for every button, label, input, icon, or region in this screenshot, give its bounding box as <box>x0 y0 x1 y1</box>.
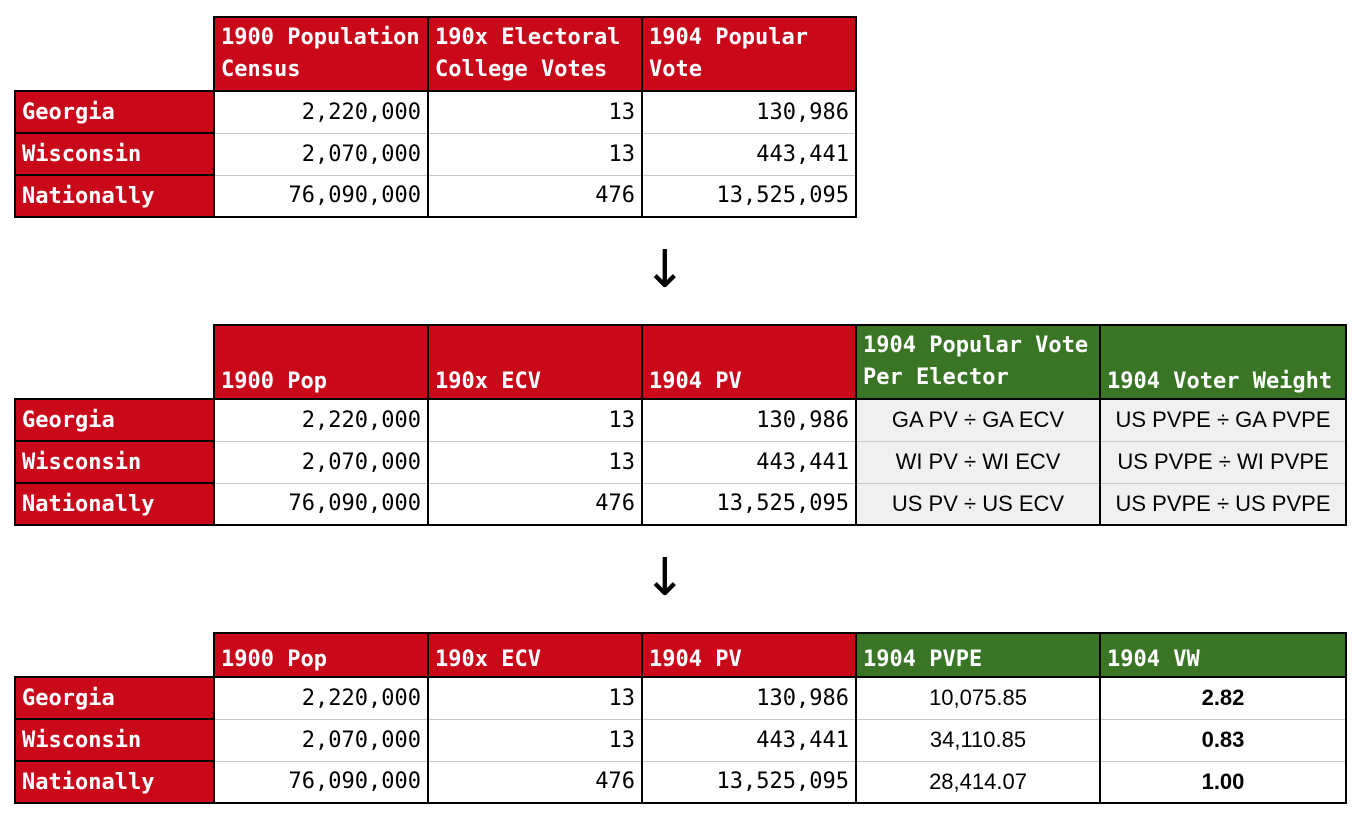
table-row: Nationally 76,090,000 476 13,525,095 28,… <box>14 760 1347 804</box>
header-line: College Votes <box>435 57 608 82</box>
cell-ecv: 476 <box>427 482 643 526</box>
corner-cell <box>15 325 214 399</box>
cell-ecv: 13 <box>427 676 643 720</box>
cell-vw-formula: US PVPE ÷ WI PVPE <box>1099 440 1347 484</box>
header-1900-population-census: 1900 Population Census <box>213 16 429 92</box>
corner-cell <box>15 17 214 91</box>
header-1904-popular-vote: 1904 Popular Vote <box>641 16 857 92</box>
corner-cell <box>15 633 214 677</box>
header-line: Vote <box>649 57 702 82</box>
header-190x-electoral-college-votes: 190x Electoral College Votes <box>427 16 643 92</box>
cell-vw: 1.00 <box>1099 760 1347 804</box>
header-1904-pv: 1904 PV <box>641 324 857 400</box>
cell-pvpe-formula: US PV ÷ US ECV <box>855 482 1101 526</box>
cell-vw-formula: US PVPE ÷ US PVPE <box>1099 482 1347 526</box>
cell-pop: 76,090,000 <box>213 760 429 804</box>
cell-ecv: 13 <box>427 398 643 442</box>
cell-pop: 2,070,000 <box>213 718 429 762</box>
cell-pop: 2,070,000 <box>213 440 429 484</box>
header-line: 1904 Popular Vote <box>863 333 1089 358</box>
table-row: Wisconsin 2,070,000 13 443,441 <box>14 132 857 176</box>
cell-vw: 2.82 <box>1099 676 1347 720</box>
row-label-wisconsin: Wisconsin <box>14 440 215 484</box>
results-table: 1900 Pop 190x ECV 1904 PV 1904 PVPE 1904… <box>14 632 1347 804</box>
cell-ecv: 13 <box>427 718 643 762</box>
table-row: Georgia 2,220,000 13 130,986 <box>14 90 857 134</box>
row-label-georgia: Georgia <box>14 398 215 442</box>
cell-pv: 130,986 <box>641 90 857 134</box>
table-row: Georgia 2,220,000 13 130,986 10,075.85 2… <box>14 676 1347 720</box>
cell-pv: 443,441 <box>641 132 857 176</box>
cell-pv: 13,525,095 <box>641 760 857 804</box>
cell-ecv: 13 <box>427 440 643 484</box>
cell-ecv: 476 <box>427 760 643 804</box>
header-1900-pop: 1900 Pop <box>213 632 429 678</box>
cell-pvpe: 10,075.85 <box>855 676 1101 720</box>
header-1900-pop: 1900 Pop <box>213 324 429 400</box>
header-1904-pv: 1904 PV <box>641 632 857 678</box>
cell-pop: 2,220,000 <box>213 90 429 134</box>
row-label-nationally: Nationally <box>14 174 215 218</box>
table-row: Georgia 2,220,000 13 130,986 GA PV ÷ GA … <box>14 398 1347 442</box>
cell-vw: 0.83 <box>1099 718 1347 762</box>
table-row: Nationally 76,090,000 476 13,525,095 US … <box>14 482 1347 526</box>
cell-pv: 443,441 <box>641 440 857 484</box>
cell-ecv: 476 <box>427 174 643 218</box>
cell-pv: 443,441 <box>641 718 857 762</box>
row-label-wisconsin: Wisconsin <box>14 718 215 762</box>
header-line: Per Elector <box>863 365 1009 390</box>
cell-vw-formula: US PVPE ÷ GA PVPE <box>1099 398 1347 442</box>
cell-pvpe-formula: GA PV ÷ GA ECV <box>855 398 1101 442</box>
cell-pv: 130,986 <box>641 398 857 442</box>
row-label-georgia: Georgia <box>14 90 215 134</box>
row-label-nationally: Nationally <box>14 760 215 804</box>
cell-pvpe-formula: WI PV ÷ WI ECV <box>855 440 1101 484</box>
cell-pop: 2,220,000 <box>213 398 429 442</box>
cell-pvpe: 28,414.07 <box>855 760 1101 804</box>
header-line: 190x Electoral <box>435 25 621 50</box>
cell-ecv: 13 <box>427 132 643 176</box>
cell-pop: 2,220,000 <box>213 676 429 720</box>
cell-pop: 2,070,000 <box>213 132 429 176</box>
census-table: 1900 Population Census 190x Electoral Coll… <box>14 16 857 218</box>
header-190x-ecv: 190x ECV <box>427 324 643 400</box>
header-1904-voter-weight: 1904 Voter Weight <box>1099 324 1347 400</box>
cell-pvpe: 34,110.85 <box>855 718 1101 762</box>
row-label-wisconsin: Wisconsin <box>14 132 215 176</box>
cell-pv: 130,986 <box>641 676 857 720</box>
table-row: Wisconsin 2,070,000 13 443,441 WI PV ÷ W… <box>14 440 1347 484</box>
header-line: Census <box>221 57 301 82</box>
formula-table: 1900 Pop 190x ECV 1904 PV 1904 Popular V… <box>14 324 1347 526</box>
cell-pv: 13,525,095 <box>641 482 857 526</box>
row-label-nationally: Nationally <box>14 482 215 526</box>
table-row: Wisconsin 2,070,000 13 443,441 34,110.85… <box>14 718 1347 762</box>
down-arrow-icon: ↓ <box>643 240 687 300</box>
header-190x-ecv: 190x ECV <box>427 632 643 678</box>
cell-pop: 76,090,000 <box>213 482 429 526</box>
table-row: Nationally 76,090,000 476 13,525,095 <box>14 174 857 218</box>
header-1904-vw: 1904 VW <box>1099 632 1347 678</box>
down-arrow-icon: ↓ <box>643 548 687 608</box>
cell-pv: 13,525,095 <box>641 174 857 218</box>
header-1904-pvpe: 1904 PVPE <box>855 632 1101 678</box>
row-label-georgia: Georgia <box>14 676 215 720</box>
header-1904-popular-vote-per-elector: 1904 Popular Vote Per Elector <box>855 324 1101 400</box>
cell-ecv: 13 <box>427 90 643 134</box>
cell-pop: 76,090,000 <box>213 174 429 218</box>
header-line: 1904 Popular <box>649 25 808 50</box>
header-line: 1900 Population <box>221 25 420 50</box>
